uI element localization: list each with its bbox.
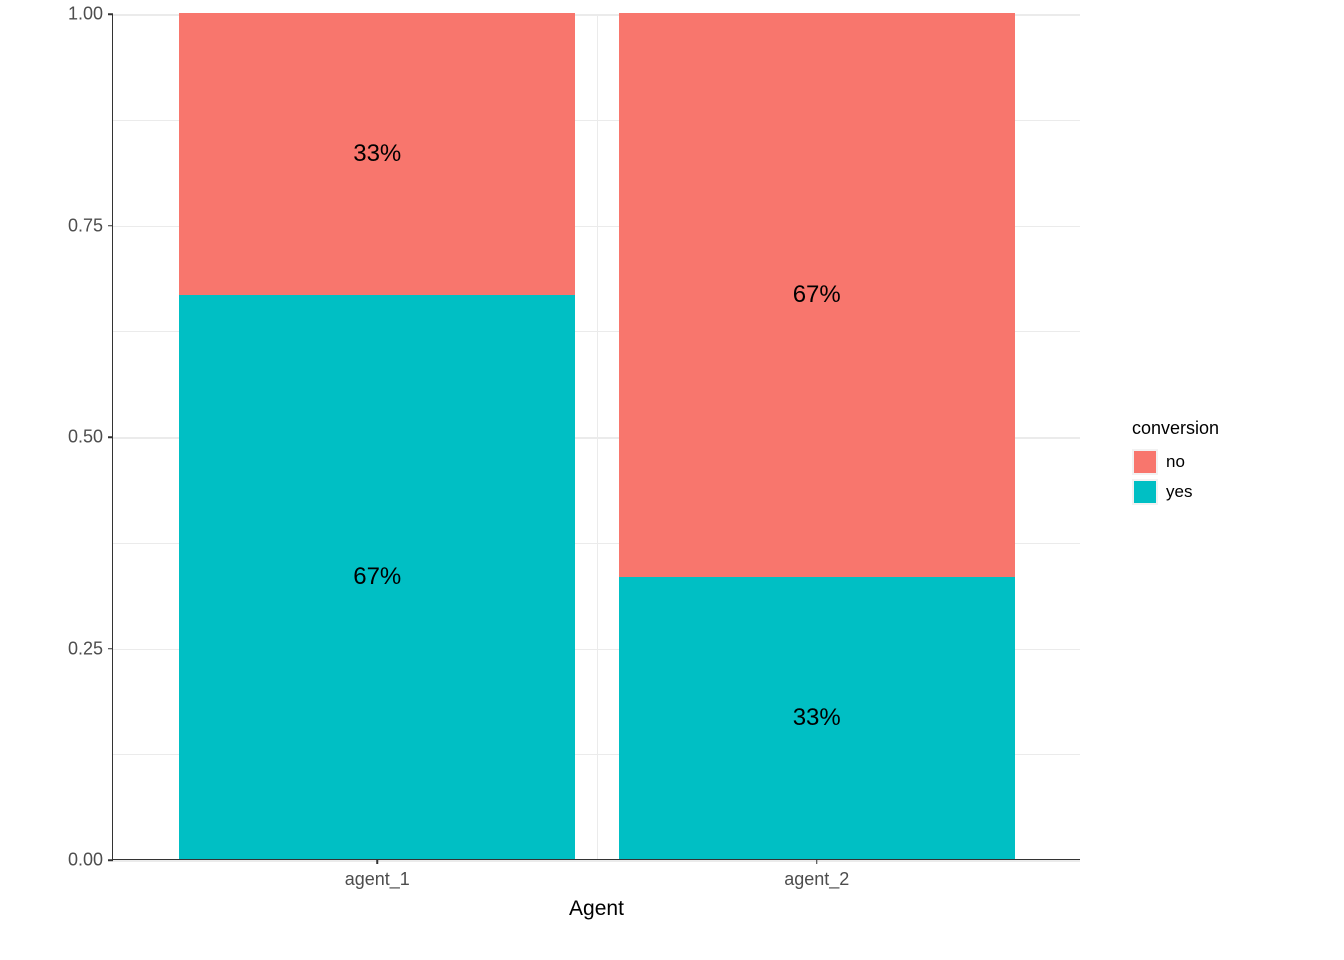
conversion-proportion-chart: Proportion of conversions Agent 0.000.25… — [0, 0, 1344, 960]
legend-swatch — [1134, 481, 1156, 503]
y-tick-label: 0.00 — [68, 850, 113, 871]
bar-group: 33% 67% — [619, 13, 1015, 859]
bar-segment-label: 33% — [179, 140, 575, 168]
plot-panel: Proportion of conversions Agent 0.000.25… — [112, 14, 1080, 860]
legend: conversion no yes — [1132, 418, 1219, 505]
legend-item: no — [1132, 449, 1219, 475]
legend-swatch — [1134, 451, 1156, 473]
legend-key — [1132, 449, 1158, 475]
legend-title: conversion — [1132, 418, 1219, 439]
gridline-v-minor — [597, 14, 598, 859]
bar-segment-label: 67% — [619, 281, 1015, 309]
legend-item: yes — [1132, 479, 1219, 505]
bar-group: 67% 33% — [179, 13, 575, 859]
x-axis-title: Agent — [113, 897, 1080, 921]
gridline-h — [113, 860, 1080, 862]
legend-key — [1132, 479, 1158, 505]
x-tick-label: agent_1 — [345, 859, 410, 890]
y-tick-label: 1.00 — [68, 4, 113, 25]
y-tick-label: 0.50 — [68, 427, 113, 448]
legend-label: no — [1166, 452, 1185, 472]
y-tick-label: 0.75 — [68, 215, 113, 236]
bar-segment-label: 33% — [619, 704, 1015, 732]
x-tick-label: agent_2 — [784, 859, 849, 890]
legend-label: yes — [1166, 482, 1192, 502]
y-tick-label: 0.25 — [68, 638, 113, 659]
bar-segment-label: 67% — [179, 563, 575, 591]
